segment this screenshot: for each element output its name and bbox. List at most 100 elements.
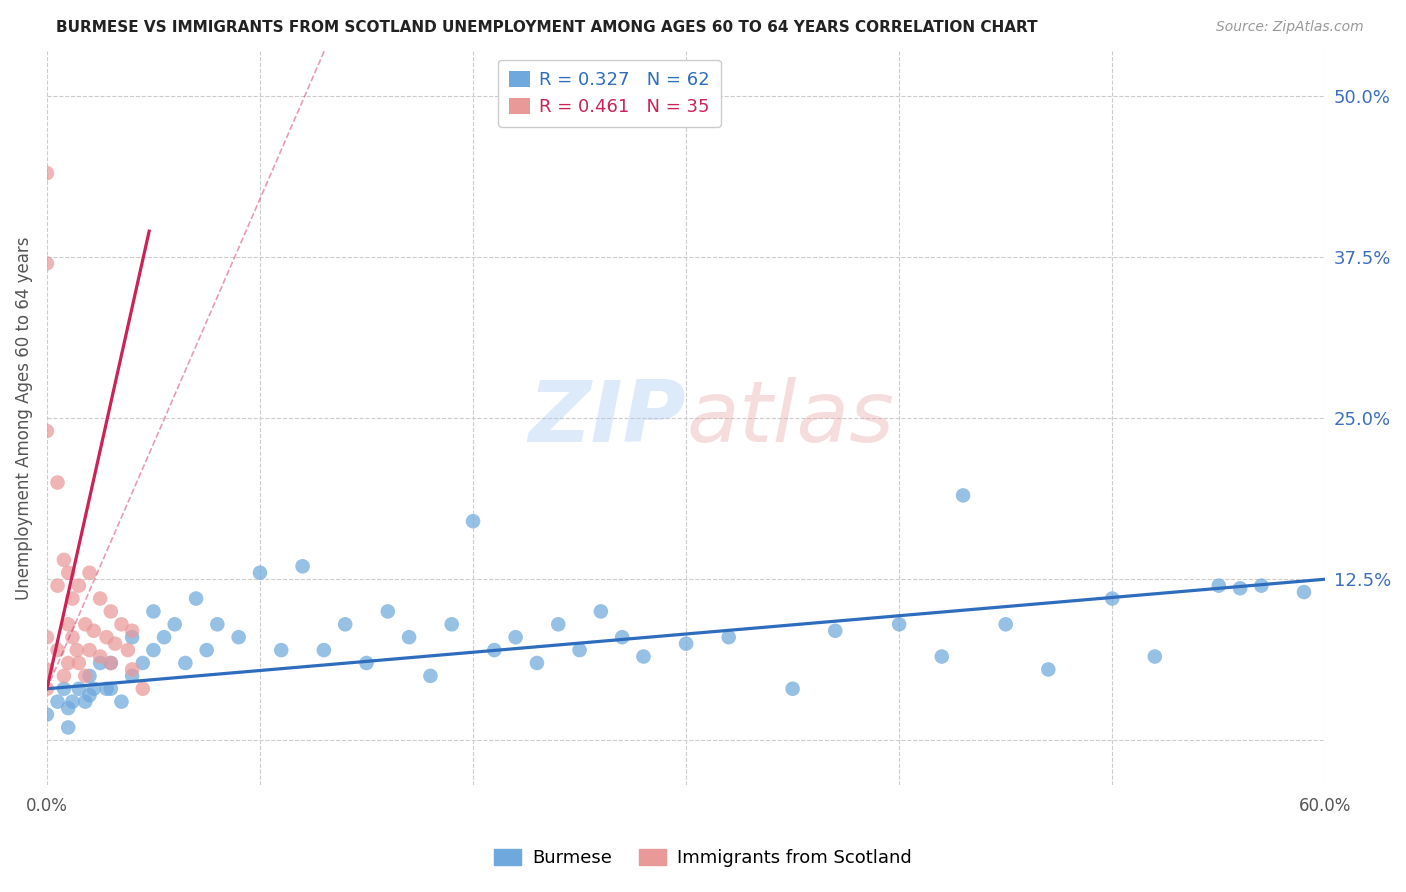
Point [1208,579,1230,593]
Point [75,669,97,683]
Point [35,681,58,696]
Point [1038,662,1060,676]
Text: Source: ZipAtlas.com: Source: ZipAtlas.com [1216,20,1364,34]
Point [67,656,90,670]
Point [110,695,132,709]
Point [67,579,90,593]
Point [505,630,527,644]
Point [35,256,58,270]
Point [121,630,143,644]
Legend: Burmese, Immigrants from Scotland: Burmese, Immigrants from Scotland [486,841,920,874]
Point [461,514,484,528]
Point [312,643,335,657]
Point [228,630,250,644]
Point [174,656,197,670]
Point [46,643,69,657]
Text: ZIP: ZIP [529,376,686,459]
Text: atlas: atlas [686,376,894,459]
Point [270,643,292,657]
Point [153,630,176,644]
Point [568,643,591,657]
Point [67,681,90,696]
Point [58,656,80,670]
Point [484,643,506,657]
Point [100,604,122,618]
Point [589,604,612,618]
Point [612,630,634,644]
Point [79,669,101,683]
Point [89,649,111,664]
Point [100,681,122,696]
Point [195,643,218,657]
Point [58,701,80,715]
Point [249,566,271,580]
Point [62,630,84,644]
Point [52,669,75,683]
Point [35,707,58,722]
Point [163,617,186,632]
Point [717,630,740,644]
Point [782,681,804,696]
Point [83,624,105,638]
Point [35,424,58,438]
Point [100,656,122,670]
Point [547,617,569,632]
Point [35,630,58,644]
Point [419,669,441,683]
Point [1292,585,1315,599]
Point [89,591,111,606]
Point [46,475,69,490]
Point [121,662,143,676]
Text: BURMESE VS IMMIGRANTS FROM SCOTLAND UNEMPLOYMENT AMONG AGES 60 TO 64 YEARS CORRE: BURMESE VS IMMIGRANTS FROM SCOTLAND UNEM… [56,20,1038,35]
Point [207,617,229,632]
Point [633,649,655,664]
Point [35,166,58,180]
Point [356,656,378,670]
Y-axis label: Unemployment Among Ages 60 to 64 years: Unemployment Among Ages 60 to 64 years [15,236,32,599]
Point [526,656,548,670]
Point [100,656,122,670]
Point [952,488,974,502]
Point [824,624,846,638]
Point [931,649,953,664]
Point [335,617,357,632]
Point [1250,579,1272,593]
Point [110,617,132,632]
Point [121,624,143,638]
Point [58,617,80,632]
Point [96,681,118,696]
Point [889,617,911,632]
Point [132,681,155,696]
Point [79,566,101,580]
Point [121,669,143,683]
Point [96,630,118,644]
Point [89,656,111,670]
Point [52,553,75,567]
Point [58,721,80,735]
Point [79,643,101,657]
Point [184,591,207,606]
Point [377,604,399,618]
Point [675,637,697,651]
Point [83,681,105,696]
Point [1143,649,1166,664]
Point [440,617,463,632]
Point [117,643,139,657]
Point [66,643,89,657]
Point [62,695,84,709]
Point [291,559,314,574]
Point [994,617,1017,632]
Point [35,662,58,676]
Point [62,591,84,606]
Point [79,688,101,702]
Point [398,630,420,644]
Point [1101,591,1123,606]
Point [46,579,69,593]
Point [1229,581,1251,595]
Point [46,695,69,709]
Point [52,681,75,696]
Point [75,617,97,632]
Point [142,643,165,657]
Point [58,566,80,580]
Point [132,656,155,670]
